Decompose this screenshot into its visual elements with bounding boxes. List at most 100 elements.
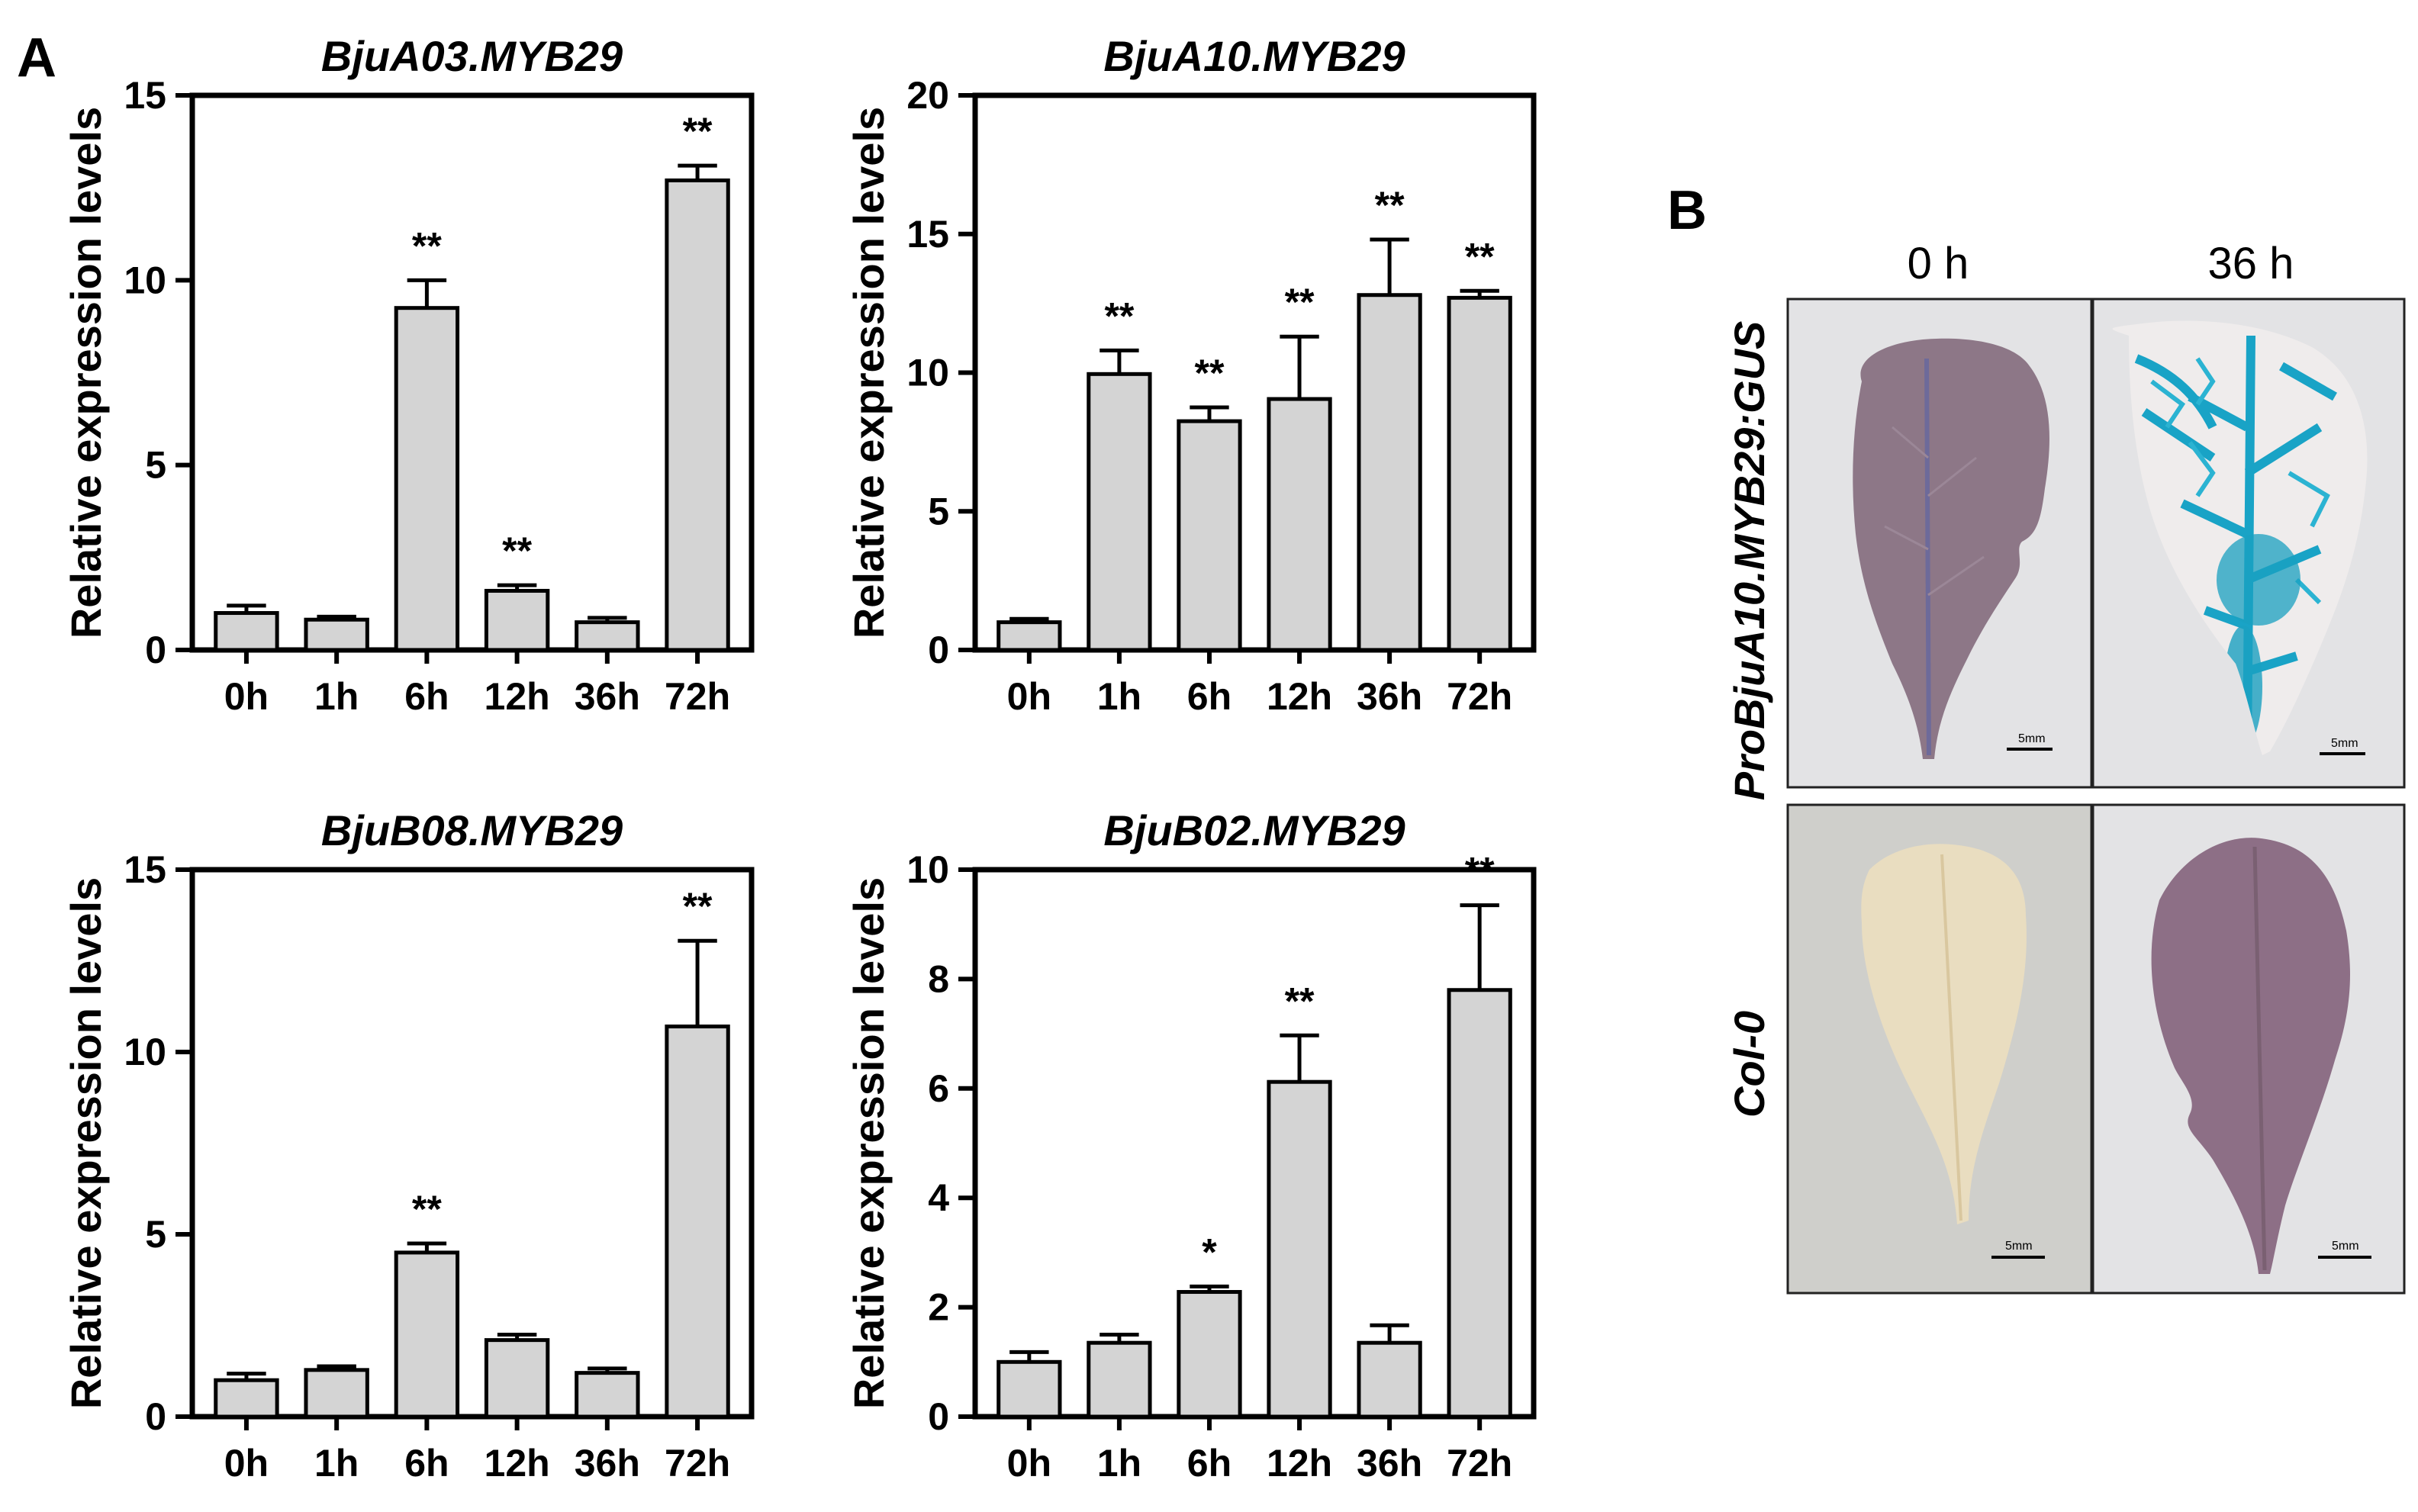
bar-0h (214, 1378, 279, 1419)
significance-marker: ** (1375, 184, 1405, 227)
y-axis-label: Relative expression levels (62, 877, 110, 1409)
y-axis-label: Relative expression levels (845, 107, 893, 639)
y-axis-label: Relative expression levels (845, 877, 893, 1409)
x-tick-label: 1h (314, 675, 359, 718)
y-tick-label: 5 (145, 444, 166, 487)
bar-1h (1087, 1340, 1152, 1419)
x-tick-label: 1h (314, 1442, 359, 1485)
bar-0h (996, 1359, 1062, 1419)
x-tick-label: 36h (1357, 1442, 1422, 1485)
chart-bjua03-myb29: BjuA03.MYB29 Relative expression levels 0 5… (62, 32, 755, 718)
x-tick-label: 72h (665, 675, 730, 718)
chart-bjub08-myb29: BjuB08.MYB29 Relative expression levels 0 5… (62, 806, 755, 1485)
chart-bjub02-myb29: BjuB02.MYB29 Relative expression levels 0 2… (845, 806, 1537, 1485)
x-tick-label: 1h (1097, 1442, 1141, 1485)
bar-36h (575, 1371, 640, 1419)
significance-marker: * (1202, 1231, 1217, 1273)
leaf-image (2151, 838, 2350, 1274)
x-tick-label: 6h (404, 1442, 449, 1485)
y-tick-label: 10 (124, 1031, 166, 1073)
bar-12h (484, 1338, 550, 1419)
y-tick-label: 4 (928, 1176, 949, 1219)
scale-bar-label: 5mm (2332, 1240, 2359, 1253)
significance-marker: ** (412, 1188, 442, 1231)
x-tick-label: 6h (404, 675, 449, 718)
row-header-col0: Col-0 (1725, 1011, 1773, 1118)
photo-panel: 0 h 36 h ProBjuA10.MYB29:GUS Col-0 5mm 5… (1725, 239, 2406, 1295)
bar-12h (1267, 397, 1332, 652)
bar-36h (1357, 293, 1422, 652)
x-tick-label: 36h (575, 675, 640, 718)
y-tick-label: 15 (906, 213, 949, 256)
bar-0h (214, 611, 279, 652)
chart-title: BjuB02.MYB29 (1103, 806, 1405, 854)
bar-6h (394, 306, 460, 652)
y-axis-label: Relative expression levels (62, 107, 110, 639)
bar-6h (1177, 419, 1242, 652)
x-tick-label: 0h (224, 1442, 269, 1485)
significance-marker: ** (1465, 235, 1495, 278)
x-tick-label: 12h (485, 675, 550, 718)
panel-b-label: B (1667, 180, 1707, 241)
leaf-image (1861, 844, 2027, 1224)
y-tick-label: 6 (928, 1067, 949, 1110)
significance-marker: ** (1285, 281, 1315, 323)
column-header-36h: 36 h (2208, 239, 2294, 288)
chart-title: BjuA10.MYB29 (1103, 32, 1405, 80)
x-tick-label: 6h (1187, 1442, 1232, 1485)
x-tick-label: 12h (1267, 1442, 1332, 1485)
bar-12h (1267, 1079, 1332, 1419)
significance-marker: ** (1104, 294, 1134, 337)
y-tick-label: 0 (928, 1395, 949, 1438)
chart-title: BjuA03.MYB29 (321, 32, 623, 80)
x-tick-label: 1h (1097, 675, 1141, 718)
y-tick-label: 10 (124, 259, 166, 301)
x-tick-label: 0h (1007, 675, 1051, 718)
bar-12h (484, 588, 550, 652)
y-tick-label: 15 (124, 74, 166, 117)
y-tick-label: 15 (124, 848, 166, 891)
x-tick-label: 36h (575, 1442, 640, 1485)
bar-6h (1177, 1290, 1242, 1419)
scale-bar-label: 5mm (2331, 737, 2358, 750)
x-tick-label: 0h (224, 675, 269, 718)
scale-bar-label: 5mm (2018, 732, 2046, 745)
column-header-0h: 0 h (1908, 239, 1969, 288)
significance-marker: ** (683, 110, 713, 153)
bar-72h (665, 1025, 730, 1419)
significance-marker: ** (1195, 352, 1225, 394)
photo-gus-36h: 5mm (2091, 298, 2406, 789)
bar-72h (665, 178, 730, 652)
y-tick-label: 8 (928, 957, 949, 1000)
row-header-gus: ProBjuA10.MYB29:GUS (1725, 321, 1773, 801)
bar-1h (304, 1368, 369, 1419)
y-tick-label: 10 (906, 848, 949, 891)
bar-72h (1447, 988, 1512, 1419)
y-tick-label: 5 (928, 490, 949, 532)
bar-36h (1357, 1340, 1422, 1419)
x-tick-label: 72h (1447, 1442, 1512, 1485)
x-tick-label: 6h (1187, 675, 1232, 718)
y-tick-label: 2 (928, 1286, 949, 1329)
y-tick-label: 0 (145, 1395, 166, 1438)
bar-36h (575, 620, 640, 652)
chart-bjua10-myb29: BjuA10.MYB29 Relative expression levels 0 5… (845, 32, 1537, 718)
leaf-image (1853, 338, 2049, 760)
bar-72h (1447, 295, 1512, 652)
y-tick-label: 20 (906, 74, 949, 117)
x-tick-label: 72h (665, 1442, 730, 1485)
photo-gus-0h: 5mm (1786, 298, 2093, 789)
bar-1h (304, 617, 369, 652)
x-tick-label: 12h (1267, 675, 1332, 718)
y-tick-label: 0 (928, 629, 949, 671)
bar-1h (1087, 372, 1152, 652)
significance-marker: ** (1285, 980, 1315, 1022)
y-tick-label: 5 (145, 1213, 166, 1256)
photo-col0-0h: 5mm (1786, 803, 2093, 1295)
significance-marker: ** (412, 224, 442, 267)
plot-frame (972, 867, 1537, 1420)
x-tick-label: 0h (1007, 1442, 1051, 1485)
significance-marker: ** (683, 885, 713, 928)
bar-6h (394, 1250, 460, 1419)
